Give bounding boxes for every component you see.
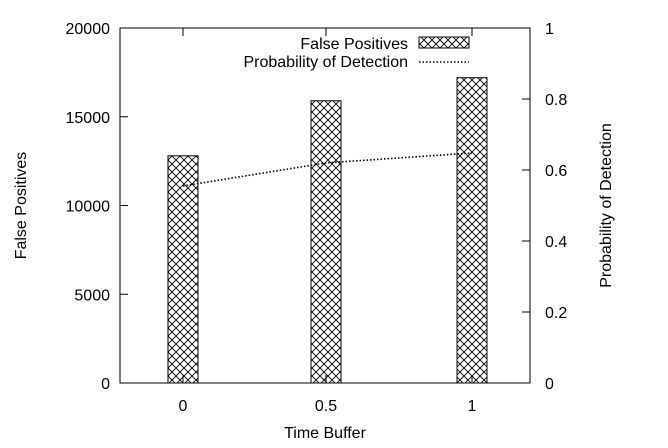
- x-tick-label: 0: [179, 398, 188, 415]
- legend-swatch-false-positives: [418, 36, 470, 49]
- y2-tick-label: 0: [545, 376, 554, 393]
- bar-0.5: [310, 100, 342, 384]
- bars-layer: [167, 77, 488, 384]
- y-tick-label: 20000: [66, 21, 111, 38]
- ticks-layer: 0 5000 10000 15000 20000 0 0.2 0.4 0.6 0.8 1 0 0.5 1: [66, 21, 568, 415]
- y2-tick-label: 0.8: [545, 92, 567, 109]
- bar-1: [456, 77, 488, 384]
- y-tick-label: 0: [101, 376, 110, 393]
- x-axis-title: Time Buffer: [284, 425, 366, 442]
- y2-tick-label: 0.2: [545, 305, 567, 322]
- legend-label-probability-of-detection: Probability of Detection: [243, 54, 408, 71]
- y2-tick-label: 0.4: [545, 234, 567, 251]
- y2-tick-label: 1: [545, 21, 554, 38]
- y2-tick-label: 0.6: [545, 163, 567, 180]
- legend: False Positives Probability of Detection: [243, 36, 470, 71]
- y-tick-label: 5000: [74, 287, 110, 304]
- y2-axis-title: Probability of Detection: [598, 123, 615, 288]
- bar-0: [167, 155, 199, 384]
- legend-label-false-positives: False Positives: [300, 36, 408, 53]
- y-axis-title: False Positives: [13, 152, 30, 260]
- x-tick-label: 1: [468, 398, 477, 415]
- y-tick-label: 15000: [66, 110, 111, 127]
- line-layer: [182, 152, 473, 187]
- y-tick-label: 10000: [66, 199, 111, 216]
- x-tick-label: 0.5: [315, 398, 337, 415]
